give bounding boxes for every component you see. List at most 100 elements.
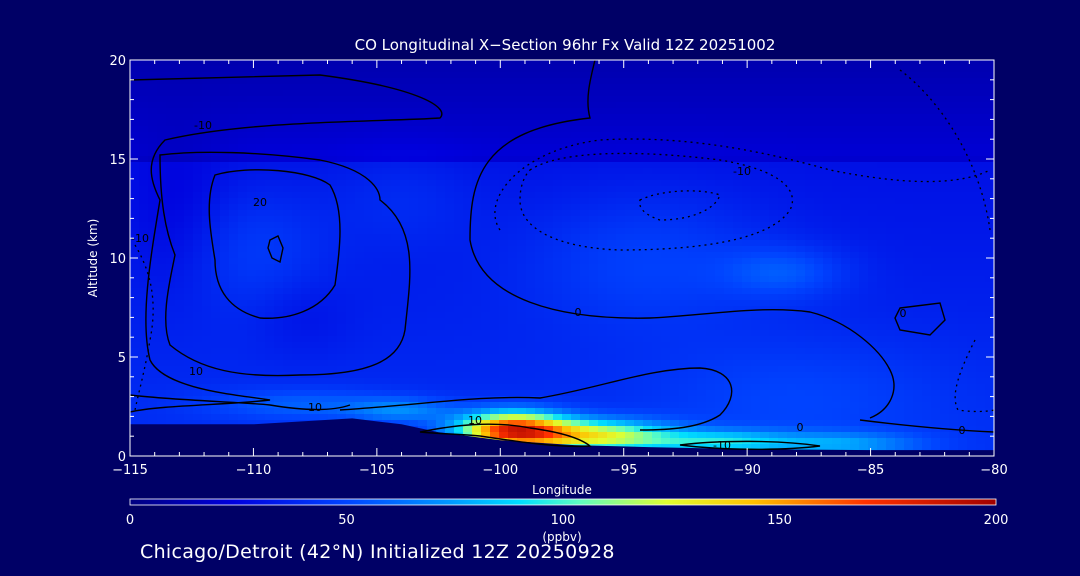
- field-cell: [526, 162, 536, 169]
- field-cell: [922, 294, 932, 301]
- field-cell: [760, 222, 770, 229]
- field-cell: [751, 276, 761, 283]
- field-cell: [886, 234, 896, 241]
- field-cell: [328, 282, 338, 289]
- field-cell: [463, 288, 473, 295]
- field-cell: [229, 306, 239, 313]
- field-cell: [598, 102, 608, 109]
- field-cell: [148, 258, 158, 265]
- field-cell: [715, 204, 725, 211]
- field-cell: [661, 324, 671, 331]
- field-cell: [256, 216, 266, 223]
- field-cell: [544, 330, 554, 337]
- field-cell: [400, 234, 410, 241]
- field-cell: [625, 264, 635, 271]
- field-cell: [193, 144, 203, 151]
- field-cell: [760, 144, 770, 151]
- field-cell: [508, 306, 518, 313]
- field-cell: [526, 270, 536, 277]
- field-cell: [841, 96, 851, 103]
- field-cell: [139, 180, 149, 187]
- field-cell: [238, 216, 248, 223]
- field-cell: [238, 180, 248, 187]
- field-cell: [229, 114, 239, 121]
- field-cell: [445, 126, 455, 133]
- field-cell: [184, 306, 194, 313]
- field-cell: [841, 174, 851, 181]
- field-cell: [823, 132, 833, 139]
- field-cell: [364, 330, 374, 337]
- field-cell: [679, 360, 689, 367]
- field-cell: [958, 90, 968, 97]
- field-cell: [517, 156, 527, 163]
- field-cell: [715, 114, 725, 121]
- field-cell: [319, 126, 329, 133]
- field-cell: [967, 168, 977, 175]
- field-cell: [157, 60, 167, 67]
- field-cell: [535, 318, 545, 325]
- field-cell: [760, 180, 770, 187]
- field-cell: [940, 312, 950, 319]
- field-cell: [157, 96, 167, 103]
- field-cell: [931, 228, 941, 235]
- field-cell: [130, 198, 140, 205]
- field-cell: [778, 126, 788, 133]
- field-cell: [940, 342, 950, 349]
- field-cell: [256, 144, 266, 151]
- field-cell: [688, 288, 698, 295]
- field-cell: [409, 288, 419, 295]
- field-cell: [679, 228, 689, 235]
- field-cell: [904, 360, 914, 367]
- field-cell: [940, 240, 950, 247]
- field-cell: [427, 324, 437, 331]
- field-cell: [238, 282, 248, 289]
- field-cell: [436, 354, 446, 361]
- field-cell: [904, 198, 914, 205]
- field-cell: [571, 102, 581, 109]
- field-cell: [139, 216, 149, 223]
- field-cell: [877, 300, 887, 307]
- field-cell: [409, 240, 419, 247]
- field-cell: [634, 252, 644, 259]
- field-cell: [526, 360, 536, 367]
- field-cell: [670, 258, 680, 265]
- field-cell: [769, 198, 779, 205]
- field-cell: [508, 96, 518, 103]
- field-cell: [481, 114, 491, 121]
- field-cell: [310, 216, 320, 223]
- field-cell: [850, 276, 860, 283]
- field-cell: [274, 348, 284, 355]
- field-cell: [274, 264, 284, 271]
- field-cell: [877, 366, 887, 373]
- field-cell: [643, 360, 653, 367]
- field-cell: [940, 300, 950, 307]
- field-cell: [130, 144, 140, 151]
- field-cell: [715, 252, 725, 259]
- field-cell: [463, 72, 473, 79]
- field-cell: [283, 90, 293, 97]
- field-cell: [976, 306, 986, 313]
- field-cell: [499, 294, 509, 301]
- field-cell: [652, 156, 662, 163]
- field-cell: [733, 318, 743, 325]
- field-cell: [850, 210, 860, 217]
- field-cell: [571, 216, 581, 223]
- field-cell: [130, 222, 140, 229]
- field-cell: [886, 360, 896, 367]
- field-cell: [391, 246, 401, 253]
- field-cell: [436, 300, 446, 307]
- field-cell: [850, 312, 860, 319]
- field-cell: [265, 198, 275, 205]
- field-cell: [130, 330, 140, 337]
- field-cell: [409, 144, 419, 151]
- field-cell: [751, 102, 761, 109]
- field-cell: [445, 312, 455, 319]
- field-cell: [643, 126, 653, 133]
- field-cell: [346, 144, 356, 151]
- field-cell: [436, 318, 446, 325]
- field-cell: [526, 150, 536, 157]
- field-cell: [778, 276, 788, 283]
- field-cell: [760, 192, 770, 199]
- field-cell: [337, 348, 347, 355]
- field-cell: [796, 168, 806, 175]
